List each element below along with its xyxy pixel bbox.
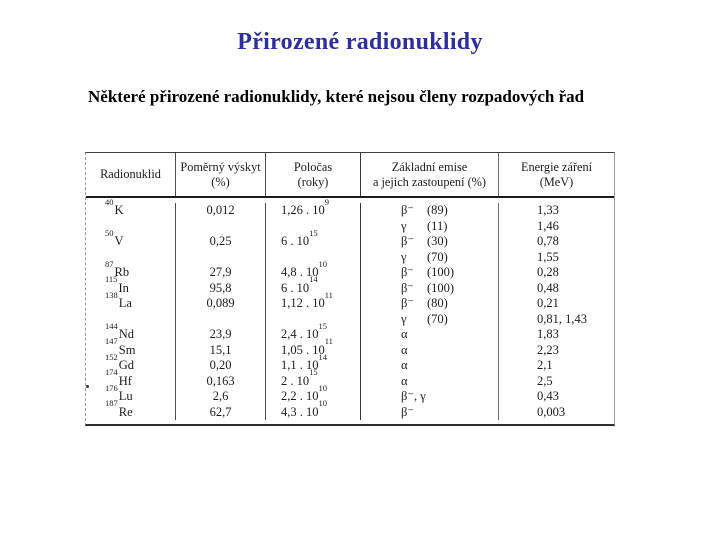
emission-cell: α (361, 327, 499, 343)
abundance-cell: 0,20 (176, 358, 266, 374)
emission-cell: α (361, 358, 499, 374)
radionuclide-cell (86, 218, 176, 234)
halflife-cell (266, 249, 361, 265)
radionuclide-cell: 115In (86, 275, 176, 296)
emission-cell: α (361, 373, 499, 389)
table-row: 187Re 62,7 4,3 . 1010 β⁻ 0,003 (86, 399, 614, 420)
radionuclide-table: Radionuklid Poměrný výskyt (%) Poločas (… (85, 152, 615, 426)
emission-cell: β⁻ (100) (361, 280, 499, 296)
radionuclide-cell: 50V (86, 229, 176, 250)
table-row: γ (70) 0,81, 1,43 (86, 311, 614, 327)
radionuclide-cell: 176Lu (86, 384, 176, 405)
energy-cell: 2,1 (537, 358, 553, 372)
halflife-cell: 1,12 . 1011 (266, 291, 361, 312)
table-header: Radionuklid Poměrný výskyt (%) Poločas (… (86, 153, 614, 198)
emission-cell: β⁻ (361, 404, 499, 420)
radionuclide-cell: 174Hf (86, 368, 176, 389)
table-row: 144Nd 23,9 2,4 . 1015 α 1,83 (86, 322, 614, 343)
energy-cell: 0,81, 1,43 (537, 311, 587, 326)
emission-cell: β⁻ (30) (361, 234, 499, 250)
halflife-cell (266, 311, 361, 327)
halflife-cell (266, 218, 361, 234)
table-body: 40K 0,012 1,26 . 109 β⁻ (89) 1,33 γ (11) 1… (86, 198, 614, 424)
radionuclide-cell: 138La (86, 291, 176, 312)
energy-cell: 0,48 (537, 280, 559, 295)
emission-cell: α (361, 342, 499, 358)
abundance-cell: 0,25 (176, 234, 266, 250)
header-polocas: Poločas (roky) (266, 153, 361, 196)
halflife-cell: 2,2 . 1010 (266, 384, 361, 405)
radionuclide-cell: 187Re (86, 399, 176, 420)
table-row: 176Lu 2,6 2,2 . 1010 β⁻, γ 0,43 (86, 384, 614, 405)
halflife-cell: 1,1 . 1014 (266, 353, 361, 374)
halflife-cell: 2 . 1015 (266, 368, 361, 389)
halflife-cell: 4,3 . 1010 (266, 399, 361, 420)
energy-cell: 2,5 (537, 373, 553, 388)
table-row: 87Rb 27,9 4,8 . 1010 β⁻ (100) 0,28 (86, 260, 614, 281)
abundance-cell (176, 249, 266, 265)
energy-cell: 0,003 (537, 404, 566, 419)
radionuclide-cell: 147Sm (86, 337, 176, 358)
halflife-cell: 2,4 . 1015 (266, 322, 361, 343)
emission-cell: β⁻, γ (361, 389, 499, 405)
header-pomerny-vyskyt: Poměrný výskyt (%) (176, 153, 266, 196)
table-row: 147Sm 15,1 1,05 . 1011 α 2,23 (86, 337, 614, 358)
abundance-cell: 95,8 (176, 280, 266, 296)
table-row: 115In 95,8 6 . 1014 β⁻ (100) 0,48 (86, 275, 614, 296)
abundance-cell: 23,9 (176, 327, 266, 343)
abundance-cell: 0,012 (176, 203, 266, 219)
table-row: 138La 0,089 1,12 . 1011 β⁻ (80) 0,21 (86, 291, 614, 312)
table-row: 174Hf 0,163 2 . 1015 α 2,5 (86, 368, 614, 389)
abundance-cell: 0,163 (176, 373, 266, 389)
radionuclide-cell: 40K (86, 198, 176, 219)
emission-cell: β⁻ (89) (361, 203, 499, 219)
abundance-cell (176, 218, 266, 234)
emission-cell: β⁻ (100) (361, 265, 499, 281)
halflife-cell: 1,26 . 109 (266, 198, 361, 219)
halflife-cell: 4,8 . 1010 (266, 260, 361, 281)
radionuclide-cell: 152Gd (86, 353, 176, 374)
header-radionuklid: Radionuklid (86, 153, 176, 196)
energy-cell: 0,28 (537, 265, 559, 279)
emission-cell: γ (11) (361, 218, 499, 234)
radionuclide-cell (86, 249, 176, 265)
table-row: γ (70) 1,55 (86, 249, 614, 265)
radionuclide-cell: 87Rb (86, 260, 176, 281)
header-zakladni-emise: Základní emise a jejich zastoupení (%) (361, 153, 499, 196)
table-row: 50V 0,25 6 . 1015 β⁻ (30) 0,78 (86, 229, 614, 250)
slide-subtitle: Některé přirozené radionuklidy, které ne… (88, 87, 585, 106)
header-energie-zareni: Energie záření (MeV) (520, 160, 593, 189)
energy-cell: 1,55 (537, 249, 559, 264)
table-row: 152Gd 0,20 1,1 . 1014 α 2,1 (86, 353, 614, 374)
table-row: γ (11) 1,46 (86, 218, 614, 234)
abundance-cell: 27,9 (176, 265, 266, 281)
energy-cell: 1,83 (537, 327, 559, 341)
energy-cell: 0,43 (537, 389, 559, 403)
abundance-cell: 0,089 (176, 296, 266, 312)
energy-cell: 0,78 (537, 234, 559, 248)
abundance-cell: 2,6 (176, 389, 266, 405)
energy-cell: 1,46 (537, 218, 559, 233)
energy-cell: 2,23 (537, 342, 559, 357)
emission-cell: β⁻ (80) (361, 296, 499, 312)
halflife-cell: 6 . 1014 (266, 275, 361, 296)
radionuclide-cell: 144Nd (86, 322, 176, 343)
halflife-cell: 1,05 . 1011 (266, 337, 361, 358)
abundance-cell (176, 311, 266, 327)
emission-cell: γ (70) (361, 311, 499, 327)
radionuclide-cell (86, 311, 176, 327)
table-row: 40K 0,012 1,26 . 109 β⁻ (89) 1,33 (86, 198, 614, 219)
page-title: Přirozené radionuklidy (237, 29, 483, 55)
energy-cell: 0,21 (537, 296, 559, 310)
abundance-cell: 62,7 (176, 404, 266, 420)
abundance-cell: 15,1 (176, 342, 266, 358)
halflife-cell: 6 . 1015 (266, 229, 361, 250)
emission-cell: γ (70) (361, 249, 499, 265)
stray-dot (86, 385, 89, 388)
energy-cell: 1,33 (537, 203, 559, 217)
